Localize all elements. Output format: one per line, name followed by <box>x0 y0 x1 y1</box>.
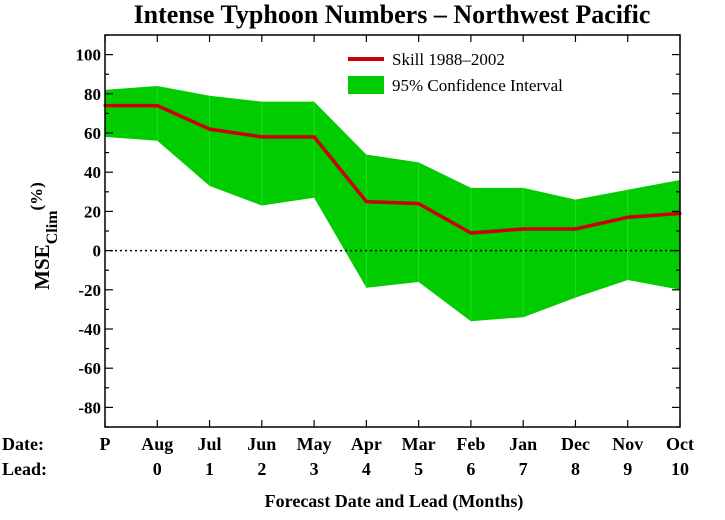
x-tick-lead-label: 2 <box>257 459 266 479</box>
skill-series-point <box>469 231 473 235</box>
y-tick-label: 0 <box>93 242 102 261</box>
x-tick-lead-label: 7 <box>519 459 528 479</box>
x-tick-date-label: Nov <box>612 434 643 454</box>
lead-row-label: Lead: <box>2 459 47 479</box>
skill-series-point <box>207 127 212 131</box>
x-tick-date-label: Oct <box>666 434 694 454</box>
skill-series-point <box>364 200 368 204</box>
svg-text:MSEClim(%): MSEClim(%) <box>27 182 61 290</box>
legend: Skill 1988–2002 95% Confidence Interval <box>348 50 563 95</box>
x-tick-date-label: Jun <box>247 434 276 454</box>
y-axis-label: MSEClim(%) <box>27 182 61 290</box>
x-tick-lead-label: 3 <box>310 459 319 479</box>
x-tick-lead-label: 1 <box>205 459 214 479</box>
skill-series-point <box>260 135 264 139</box>
x-tick-date-label: Jul <box>198 434 222 454</box>
skill-series-line <box>105 103 681 235</box>
y-axis-ticks: 100 80 60 40 20 0 -20 -40 -60 -80 <box>76 34 680 428</box>
skill-series-point <box>312 135 316 139</box>
y-tick-label: -80 <box>78 398 101 417</box>
x-tick-lead-label: 10 <box>671 459 689 479</box>
y-tick-label: -40 <box>78 320 101 339</box>
skill-series-point <box>417 201 421 206</box>
x-tick-date-label: Aug <box>141 434 173 454</box>
date-row-label: Date: <box>2 434 44 454</box>
x-tick-date-label: Apr <box>351 434 382 454</box>
y-tick-label: 20 <box>84 202 101 221</box>
skill-series-point <box>155 103 159 108</box>
skill-series-point <box>626 215 630 219</box>
y-tick-label: 100 <box>76 46 102 65</box>
y-axis-label-unit: (%) <box>27 182 46 210</box>
legend-ci-swatch <box>348 76 384 94</box>
skill-series-point <box>573 227 578 231</box>
y-tick-label: 40 <box>84 163 101 182</box>
y-tick-label: -60 <box>78 359 101 378</box>
x-tick-lead-label: 5 <box>414 459 423 479</box>
x-tick-lead-label: 0 <box>153 459 162 479</box>
x-tick-lead-label: 9 <box>623 459 632 479</box>
legend-skill-label: Skill 1988–2002 <box>392 50 505 69</box>
legend-ci-label: 95% Confidence Interval <box>392 76 563 95</box>
y-tick-label: 80 <box>84 85 101 104</box>
chart-title: Intense Typhoon Numbers – Northwest Paci… <box>134 0 651 29</box>
x-axis-ticks: P Aug 0 Jul 1 Jun 2 May 3 Apr 4 Mar 5 Feb 6 Jan 7 Dec 8 Nov… <box>100 35 694 479</box>
x-tick-date-label: Jan <box>509 434 537 454</box>
y-axis-label-main: MSE <box>30 244 54 290</box>
y-tick-label: -20 <box>78 281 101 300</box>
x-axis-label: Forecast Date and Lead (Months) <box>265 491 524 512</box>
y-axis-label-subscript: Clim <box>44 210 61 244</box>
x-tick-date-label: Feb <box>456 434 485 454</box>
x-tick-date-label: May <box>297 434 332 454</box>
x-tick-date-label: Dec <box>561 434 590 454</box>
x-tick-lead-label: 8 <box>571 459 580 479</box>
skill-series-point <box>521 227 525 231</box>
x-tick-date-label: P <box>100 434 111 454</box>
x-tick-date-label: Mar <box>402 434 436 454</box>
x-tick-lead-label: 6 <box>466 459 475 479</box>
x-tick-lead-label: 4 <box>362 459 371 479</box>
y-tick-label: 60 <box>84 124 101 143</box>
